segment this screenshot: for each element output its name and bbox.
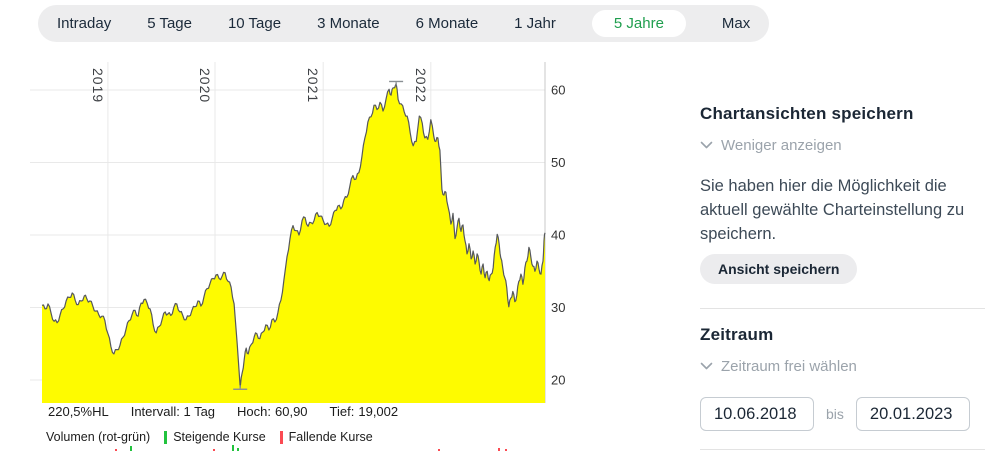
ytick-40: 40 [551,228,565,243]
high-value: 60,90 [275,404,308,419]
tab-5-jahre[interactable]: 5 Jahre [591,10,686,37]
ytick-30: 30 [551,300,565,315]
chevron-down-icon [700,141,713,149]
interval-label: Intervall: 1 Tag [130,404,216,419]
collapse-save-views-link[interactable]: Weniger anzeigen [700,137,985,154]
date-range-row: bis [700,397,985,431]
ytick-50: 50 [551,155,565,170]
falling-bar-icon [279,430,283,444]
volume-tick [505,449,508,451]
low-value: 19,002 [358,404,399,419]
save-views-description: Sie haben hier die Möglichkeit die aktue… [700,177,965,243]
chevron-down-icon [700,362,713,370]
tab-1-jahr[interactable]: 1 Jahr [514,10,556,37]
legend-down-group: Fallende Kurse [279,430,373,444]
high-label: Hoch: [237,404,271,419]
save-view-button[interactable]: Ansicht speichern [700,254,858,284]
period-title: Zeitraum [700,325,774,344]
high-marker [389,80,404,86]
tab-10-tage[interactable]: 10 Tage [228,10,281,37]
collapse-save-views-label: Weniger anzeigen [721,137,842,154]
falling-label: Fallende Kurse [288,430,373,444]
year-labels: 2019 2020 2021 2022 [90,68,429,103]
y-axis-labels: 60 50 40 30 20 [551,83,565,388]
tab-6-monate[interactable]: 6 Monate [416,10,479,37]
date-to-input[interactable] [855,397,970,431]
time-range-tabbar: Intraday 5 Tage 10 Tage 3 Monate 6 Monat… [38,5,770,42]
volume-tick [237,448,240,451]
save-views-title: Chartansichten speichern [700,104,914,123]
divider [700,449,985,450]
high-stat: Hoch: 60,90 [237,404,308,419]
price-chart[interactable]: 2019 2020 2021 2022 60 50 40 30 20 [30,62,590,403]
low-label: Tief: [329,404,355,419]
rising-label: Steigende Kurse [173,430,266,444]
choose-period-link[interactable]: Zeitraum frei wählen [700,358,985,375]
chart-legend: Volumen (rot-grün) Steigende Kurse Falle… [46,430,373,444]
rising-bar-icon [164,430,168,444]
volume-tick [114,449,117,451]
range-percent: 220,5%HL [48,404,109,419]
volume-tick [130,446,132,451]
chart-stats-row: 220,5%HL Intervall: 1 Tag Hoch: 60,90 Ti… [48,404,398,419]
tab-5-tage[interactable]: 5 Tage [147,10,192,37]
choose-period-label: Zeitraum frei wählen [721,358,857,375]
ytick-20: 20 [551,373,565,388]
date-from-input[interactable] [700,397,814,431]
year-label-2021: 2021 [305,68,321,103]
tab-max[interactable]: Max [722,10,750,37]
volume-tick [232,445,235,451]
year-label-2020: 2020 [197,68,213,103]
tab-3-monate[interactable]: 3 Monate [317,10,380,37]
volume-legend-label: Volumen (rot-grün) [46,430,151,444]
year-label-2022: 2022 [413,68,429,103]
legend-up-group: Steigende Kurse [164,430,266,444]
side-panel: Chartansichten speichern Weniger anzeige… [700,104,985,450]
year-label-2019: 2019 [90,68,106,103]
low-stat: Tief: 19,002 [330,404,399,419]
volume-tick [437,449,440,451]
low-marker [233,385,248,390]
volume-tick [213,449,215,451]
tab-intraday[interactable]: Intraday [57,10,111,37]
ytick-60: 60 [551,83,565,98]
volume-strip [30,445,590,451]
price-area [42,83,545,403]
volume-tick [498,448,501,451]
divider [700,308,985,309]
price-line [41,82,546,388]
date-separator-label: bis [826,406,844,422]
